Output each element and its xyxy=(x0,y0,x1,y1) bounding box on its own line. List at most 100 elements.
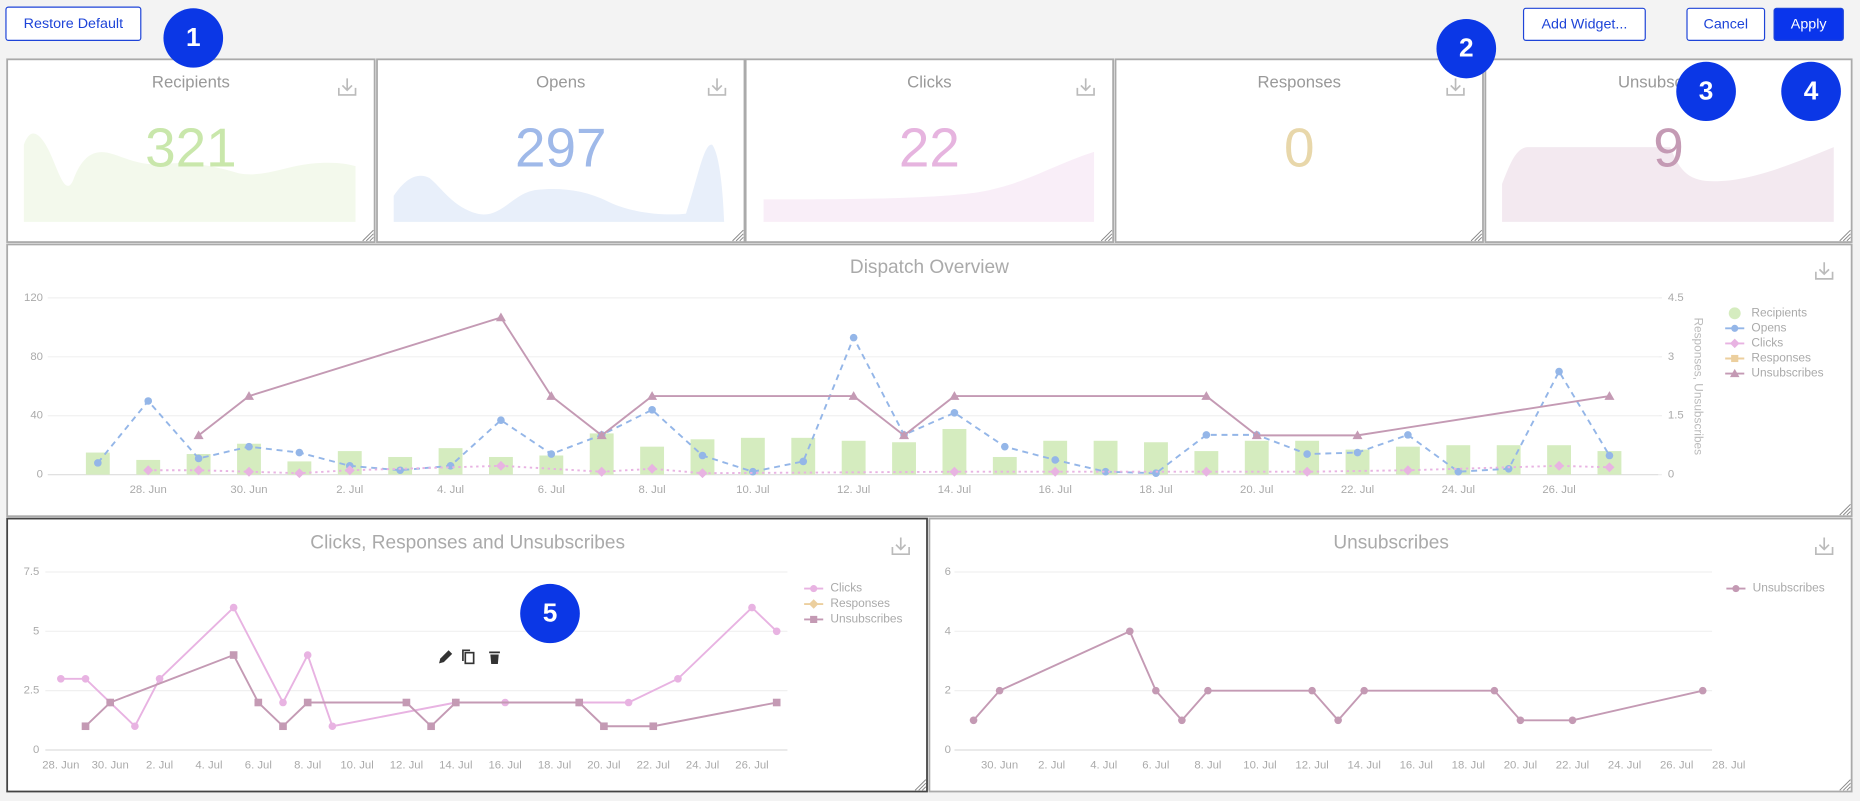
y-tick-label: 6 xyxy=(945,566,951,578)
marker xyxy=(1308,686,1316,695)
resize-grip[interactable] xyxy=(1839,779,1851,791)
marker xyxy=(1490,686,1499,695)
apply-button[interactable]: Apply xyxy=(1773,7,1844,41)
edit-icon[interactable] xyxy=(439,650,453,664)
x-tick-label: 6. Jul xyxy=(1142,759,1169,771)
marker xyxy=(193,465,204,476)
series-line xyxy=(60,606,778,728)
legend-label: Opens xyxy=(1751,321,1786,335)
marker xyxy=(81,674,90,683)
kpi-value: 9 xyxy=(1653,116,1684,178)
x-tick-label: 30. Jun xyxy=(92,759,129,771)
download-icon[interactable] xyxy=(891,537,910,556)
marker xyxy=(94,459,102,467)
download-icon[interactable] xyxy=(1815,537,1834,556)
restore-button[interactable]: Restore Default xyxy=(5,6,142,41)
marker xyxy=(446,462,455,470)
legend-label: Responses xyxy=(830,596,890,610)
delete-icon[interactable] xyxy=(489,651,500,664)
y2-tick-label: 0 xyxy=(1668,469,1674,481)
marker xyxy=(1605,451,1614,460)
x-tick-label: 12. Jul xyxy=(1295,759,1328,771)
x-tick-label: 16. Jul xyxy=(488,759,521,771)
x-tick-label: 12. Jul xyxy=(837,484,870,496)
download-icon[interactable] xyxy=(1815,262,1834,280)
marker xyxy=(427,722,435,731)
marker xyxy=(193,430,204,440)
y-tick-label: 0 xyxy=(945,744,951,756)
marker xyxy=(295,448,304,457)
kpi-value: 321 xyxy=(145,116,237,178)
x-tick-label: 30. Jun xyxy=(981,759,1018,771)
widget-tools[interactable] xyxy=(439,649,500,665)
y-tick-label: 120 xyxy=(24,292,43,304)
kpi-value: 0 xyxy=(1284,116,1315,178)
kpi-value: 22 xyxy=(899,116,960,178)
step-badge xyxy=(163,8,224,68)
marker xyxy=(1302,466,1313,477)
marker xyxy=(624,698,633,707)
x-tick-label: 20. Jul xyxy=(1240,484,1273,496)
resize-grip[interactable] xyxy=(914,779,927,791)
marker xyxy=(1555,367,1563,376)
add-widget-button[interactable]: Add Widget... xyxy=(1522,7,1646,41)
bar xyxy=(1345,449,1370,475)
copy-icon[interactable] xyxy=(464,651,475,665)
bar xyxy=(1547,445,1571,475)
x-tick-label: 2. Jul xyxy=(1038,759,1065,771)
widget-card xyxy=(1114,58,1484,243)
marker xyxy=(1732,585,1740,593)
chart-title: Clicks, Responses and Unsubscribes xyxy=(310,533,625,554)
x-tick-label: 10. Jul xyxy=(340,759,373,771)
kpi-title: Opens xyxy=(536,72,585,91)
resize-grip[interactable] xyxy=(1839,229,1851,242)
marker xyxy=(497,416,505,424)
download-icon[interactable] xyxy=(707,78,727,96)
marker xyxy=(495,312,506,322)
cancel-button[interactable]: Cancel xyxy=(1686,7,1766,41)
button-label: Apply xyxy=(1791,17,1828,33)
bar xyxy=(1144,442,1168,475)
marker xyxy=(1303,450,1311,458)
step-badge xyxy=(1676,61,1736,122)
marker xyxy=(649,722,658,731)
kpi-title: Clicks xyxy=(907,72,951,91)
copy-icon-back[interactable] xyxy=(462,649,471,661)
x-tick-label: 18. Jul xyxy=(1452,759,1485,771)
download-icon[interactable] xyxy=(1446,78,1465,96)
marker xyxy=(950,408,959,417)
resize-grip[interactable] xyxy=(1100,229,1113,242)
marker xyxy=(772,698,781,707)
marker xyxy=(547,450,556,458)
resize-grip[interactable] xyxy=(732,229,744,242)
bar xyxy=(892,442,916,475)
resize-grip[interactable] xyxy=(1839,503,1851,516)
x-tick-label: 18. Jul xyxy=(538,759,571,771)
bar xyxy=(237,443,261,475)
marker xyxy=(546,391,557,400)
marker xyxy=(969,716,978,725)
marker xyxy=(294,468,305,479)
marker xyxy=(1568,716,1577,725)
download-icon[interactable] xyxy=(1076,78,1095,96)
x-tick-label: 14. Jul xyxy=(439,759,472,771)
widget-card xyxy=(6,243,1853,518)
marker xyxy=(749,467,757,476)
marker xyxy=(1152,686,1160,695)
legend-label: Unsubscribes xyxy=(1753,581,1825,595)
y-tick-label: 7.5 xyxy=(24,566,40,578)
bar xyxy=(841,440,866,475)
resize-grip[interactable] xyxy=(362,229,374,242)
marker xyxy=(1454,467,1463,476)
x-tick-label: 22. Jul xyxy=(1341,484,1374,496)
y2-tick-label: 3 xyxy=(1668,351,1674,363)
marker xyxy=(1728,307,1741,320)
step-number: 1 xyxy=(186,22,201,52)
x-tick-label: 14. Jul xyxy=(938,484,971,496)
marker xyxy=(245,442,253,451)
download-icon[interactable] xyxy=(337,78,357,96)
resize-grip[interactable] xyxy=(1470,229,1483,242)
marker xyxy=(303,651,312,659)
